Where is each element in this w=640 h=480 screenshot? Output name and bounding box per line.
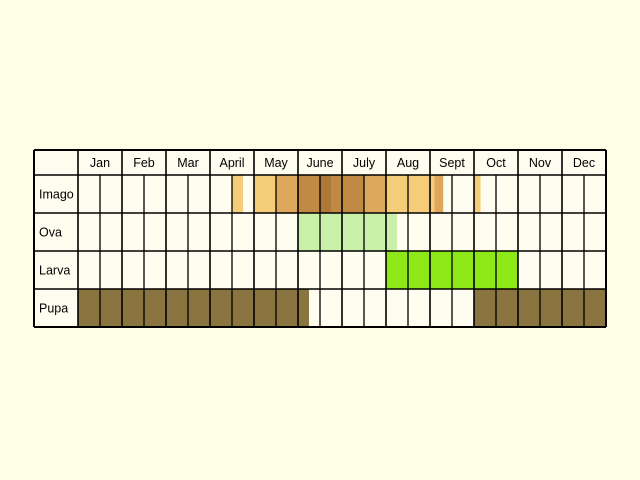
month-label-dec: Dec	[573, 156, 595, 170]
month-label-june: June	[306, 156, 333, 170]
imago-bar	[320, 175, 331, 213]
imago-bar	[298, 175, 320, 213]
imago-bar	[474, 175, 481, 213]
labels: Jan Feb Mar April May June July Aug Sept Oct Nov De…	[39, 156, 595, 316]
ova-bar	[298, 213, 397, 251]
pupa-bar	[78, 289, 309, 327]
imago-bar	[364, 175, 386, 213]
month-label-mar: Mar	[177, 156, 199, 170]
imago-bar	[434, 175, 444, 213]
grid-lines	[33, 149, 607, 328]
month-label-jan: Jan	[90, 156, 110, 170]
imago-bar	[331, 175, 364, 213]
month-label-july: July	[353, 156, 376, 170]
imago-bar	[386, 175, 435, 213]
imago-bar	[276, 175, 298, 213]
stage-label-ova: Ova	[39, 226, 62, 240]
month-label-oct: Oct	[486, 156, 506, 170]
month-label-may: May	[264, 156, 288, 170]
month-label-nov: Nov	[529, 156, 552, 170]
month-label-april: April	[219, 156, 244, 170]
stage-label-pupa: Pupa	[39, 302, 68, 316]
imago-bar	[254, 175, 276, 213]
imago-bar	[232, 175, 243, 213]
month-label-aug: Aug	[397, 156, 419, 170]
stage-label-imago: Imago	[39, 188, 74, 202]
stage-label-larva: Larva	[39, 264, 70, 278]
month-label-sept: Sept	[439, 156, 465, 170]
month-label-feb: Feb	[133, 156, 155, 170]
